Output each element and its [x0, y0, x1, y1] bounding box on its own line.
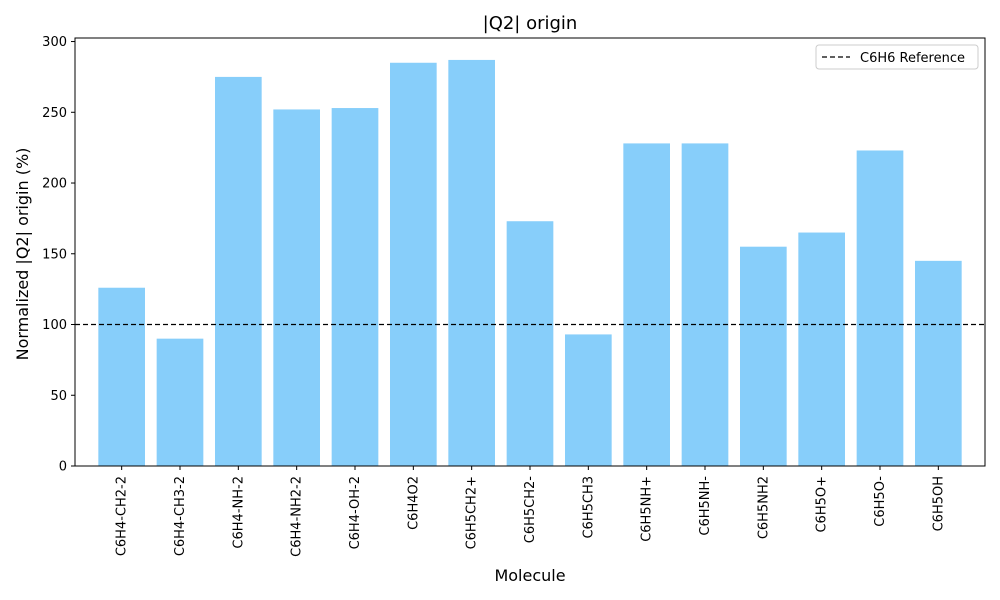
x-tick-label: C6H5O+ [815, 476, 830, 533]
x-tick-label: C6H5NH- [698, 476, 713, 536]
legend-box [815, 44, 979, 70]
bar-c6h4-nh-2 [215, 76, 262, 466]
bar-c6h5nh2 [740, 246, 787, 466]
x-tick-label: C6H5NH2 [756, 476, 771, 539]
x-tick-label: C6H5NH+ [640, 476, 655, 542]
x-tick-label: C6H4O2 [406, 476, 421, 530]
plot-frame [74, 37, 986, 467]
x-tick-label: C6H5OH [931, 476, 946, 531]
bar-c6h5o- [798, 232, 845, 466]
x-axis-ticks: C6H4-CH2-2 C6H4-CH3-2 C6H4-NH-2 C6H4-NH2-2 C… [115, 466, 946, 557]
bar-c6h5ch2- [506, 221, 554, 466]
x-tick-label: C6H4-CH2-2 [115, 476, 130, 556]
y-tick-label: 150 [42, 247, 67, 262]
bar-c6h5nh- [623, 143, 670, 466]
bar-c6h5ch3 [565, 334, 612, 466]
bar-c6h4-ch3-2 [156, 338, 204, 466]
y-tick-label: 100 [42, 318, 67, 333]
x-tick-label: C6H5CH2- [523, 476, 538, 544]
y-axis-ticks: 0 50 100 150 200 250 300 [42, 35, 75, 475]
bar-c6h5o- [856, 150, 904, 466]
bar-c6h4o2 [390, 62, 437, 467]
x-axis-label: Molecule [494, 566, 565, 585]
y-axis-label: Normalized |Q2| origin (%) [13, 148, 32, 361]
bar-c6h4-oh-2 [331, 108, 379, 466]
x-tick-label: C6H4-OH-2 [348, 476, 363, 549]
x-tick-label: C6H5CH3 [581, 476, 596, 539]
y-tick-label: 300 [42, 35, 67, 50]
y-tick-label: 250 [42, 106, 67, 121]
chart-title: |Q2| origin [483, 13, 578, 34]
bar-c6h5nh- [681, 143, 729, 466]
legend: C6H6 Reference [815, 44, 979, 70]
y-tick-label: 200 [42, 177, 67, 192]
bar-c6h4-nh2-2 [273, 109, 320, 467]
x-tick-label: C6H4-CH3-2 [173, 476, 188, 556]
x-tick-label: C6H4-NH-2 [231, 476, 246, 549]
x-tick-label: C6H4-NH2-2 [290, 476, 305, 557]
x-tick-label: C6H5O- [873, 476, 888, 527]
bars-group [98, 59, 962, 467]
bar-c6h4-ch2-2 [98, 287, 145, 466]
y-tick-label: 0 [59, 460, 67, 475]
bar-c6h5ch2- [448, 59, 495, 467]
x-tick-label: C6H5CH2+ [465, 476, 480, 549]
y-tick-label: 50 [50, 389, 67, 404]
bar-c6h5oh [915, 260, 962, 466]
legend-label: C6H6 Reference [860, 51, 965, 66]
